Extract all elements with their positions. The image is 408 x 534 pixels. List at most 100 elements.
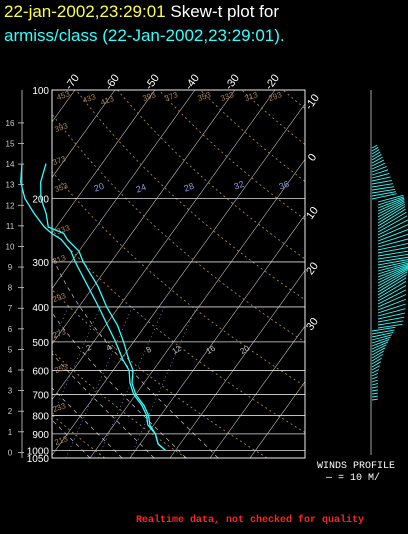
wind-barb [377,247,408,254]
wind-barb [377,197,405,209]
mixing-ratio-label: 20 [93,181,106,194]
wind-barb [371,179,392,185]
wind-barb [377,256,408,263]
temperature-tick-label: 20 [304,260,321,277]
wind-barb [371,154,382,161]
isotherm-line [52,103,305,456]
wind-barb [377,289,407,305]
wind-barb [377,261,408,269]
wind-barb [371,347,386,356]
wind-barb [377,201,405,218]
height-tick-label: 1 [8,428,13,437]
dry-adiabat-label: 453 [55,89,71,102]
wind-barb [377,267,408,284]
mixing-ratio-line [129,306,197,458]
isotherm-line [52,90,156,234]
moist-adiabat-label: 8 [145,345,154,355]
wind-barb [377,211,407,230]
temperature-tick-label: -50 [143,72,162,92]
wind-barb [371,365,381,371]
pressure-tick-label: 900 [32,430,49,441]
mixing-ratio-line [97,306,165,458]
height-tick-label: 15 [6,139,15,148]
dry-adiabat-label: 433 [81,92,97,105]
wind-barb [377,262,408,272]
wind-barb [377,219,408,236]
wind-barb [371,334,393,341]
temperature-tick-label: -20 [263,72,282,92]
wind-barb [371,372,379,377]
isotherm-line [89,158,305,458]
wind-barb [371,144,378,149]
wind-barb [377,206,406,224]
wind-barb [371,350,385,359]
pressure-tick-label: 700 [32,391,49,402]
temperature-tick-label: 0 [306,152,319,164]
height-tick-label: 4 [8,366,13,375]
wind-barb [377,208,406,227]
wind-barb [371,186,395,191]
dry-adiabat-label: 333 [55,223,71,236]
dry-adiabat-label: 293 [51,291,67,304]
wind-barb [377,323,403,329]
pressure-tick-label: 300 [32,258,49,269]
temperature-tick-label: -40 [183,72,202,92]
temperature-tick-label: -10 [303,92,322,112]
wind-barb [377,265,408,278]
wind-barb [371,329,395,335]
moist-adiabat-label: 2 [85,343,94,353]
wind-barb [371,151,381,158]
height-tick-label: 16 [6,119,15,128]
moist-adiabat-label: 12 [171,343,184,356]
isotherm-line [52,90,116,178]
wind-barb [371,386,378,389]
wind-barb [377,312,405,320]
wind-barb [377,242,408,251]
isotherm-line [169,269,305,458]
wind-barb [377,200,405,215]
wind-barb [371,193,397,200]
moist-adiabat-line [52,312,187,458]
height-tick-label: 12 [6,201,15,210]
wind-barb [371,188,396,194]
isotherm-line [52,90,236,345]
height-tick-label: 6 [8,325,13,334]
wind-barb [371,376,378,380]
pressure-tick-label: 1000 [27,446,50,457]
wind-barb [371,379,378,383]
height-tick-label: 13 [6,181,15,190]
dry-adiabat-line [52,289,268,458]
height-tick-label: 11 [6,222,15,231]
wind-barb [371,191,397,197]
wind-barb [377,308,406,317]
height-tick-label: 2 [8,407,13,416]
wind-barb [371,339,390,347]
pressure-tick-label: 500 [32,338,49,349]
dry-adiabat-label: 413 [99,94,115,107]
dry-adiabat-line [282,90,305,110]
wind-barb [371,369,380,374]
sounding-dewpoint-line [20,163,166,451]
dry-adiabat-label: 293 [267,90,283,103]
mixing-ratio-label: 24 [135,182,148,195]
moist-adiabat-label: 4 [105,343,114,353]
mixing-ratio-line [0,307,36,458]
isotherm-line [249,381,305,458]
height-tick-label: 8 [8,284,13,293]
wind-barb [377,194,404,203]
height-tick-label: 7 [8,304,13,313]
wind-barb [371,162,386,170]
moist-adiabat-line [52,387,123,458]
pressure-tick-label: 600 [32,366,49,377]
dry-adiabat-label: 373 [163,90,179,103]
moist-adiabat-label: 20 [239,343,252,356]
dry-adiabat-label: 213 [53,434,69,447]
dry-adiabat-label: 353 [53,181,69,194]
winds-profile-label: WINDS PROFILE [317,461,396,472]
wind-barb [371,361,381,368]
wind-barb [377,277,407,296]
dry-adiabat-label: 373 [51,154,67,167]
dry-adiabat-label: 233 [51,401,67,414]
wind-barb [377,281,407,299]
